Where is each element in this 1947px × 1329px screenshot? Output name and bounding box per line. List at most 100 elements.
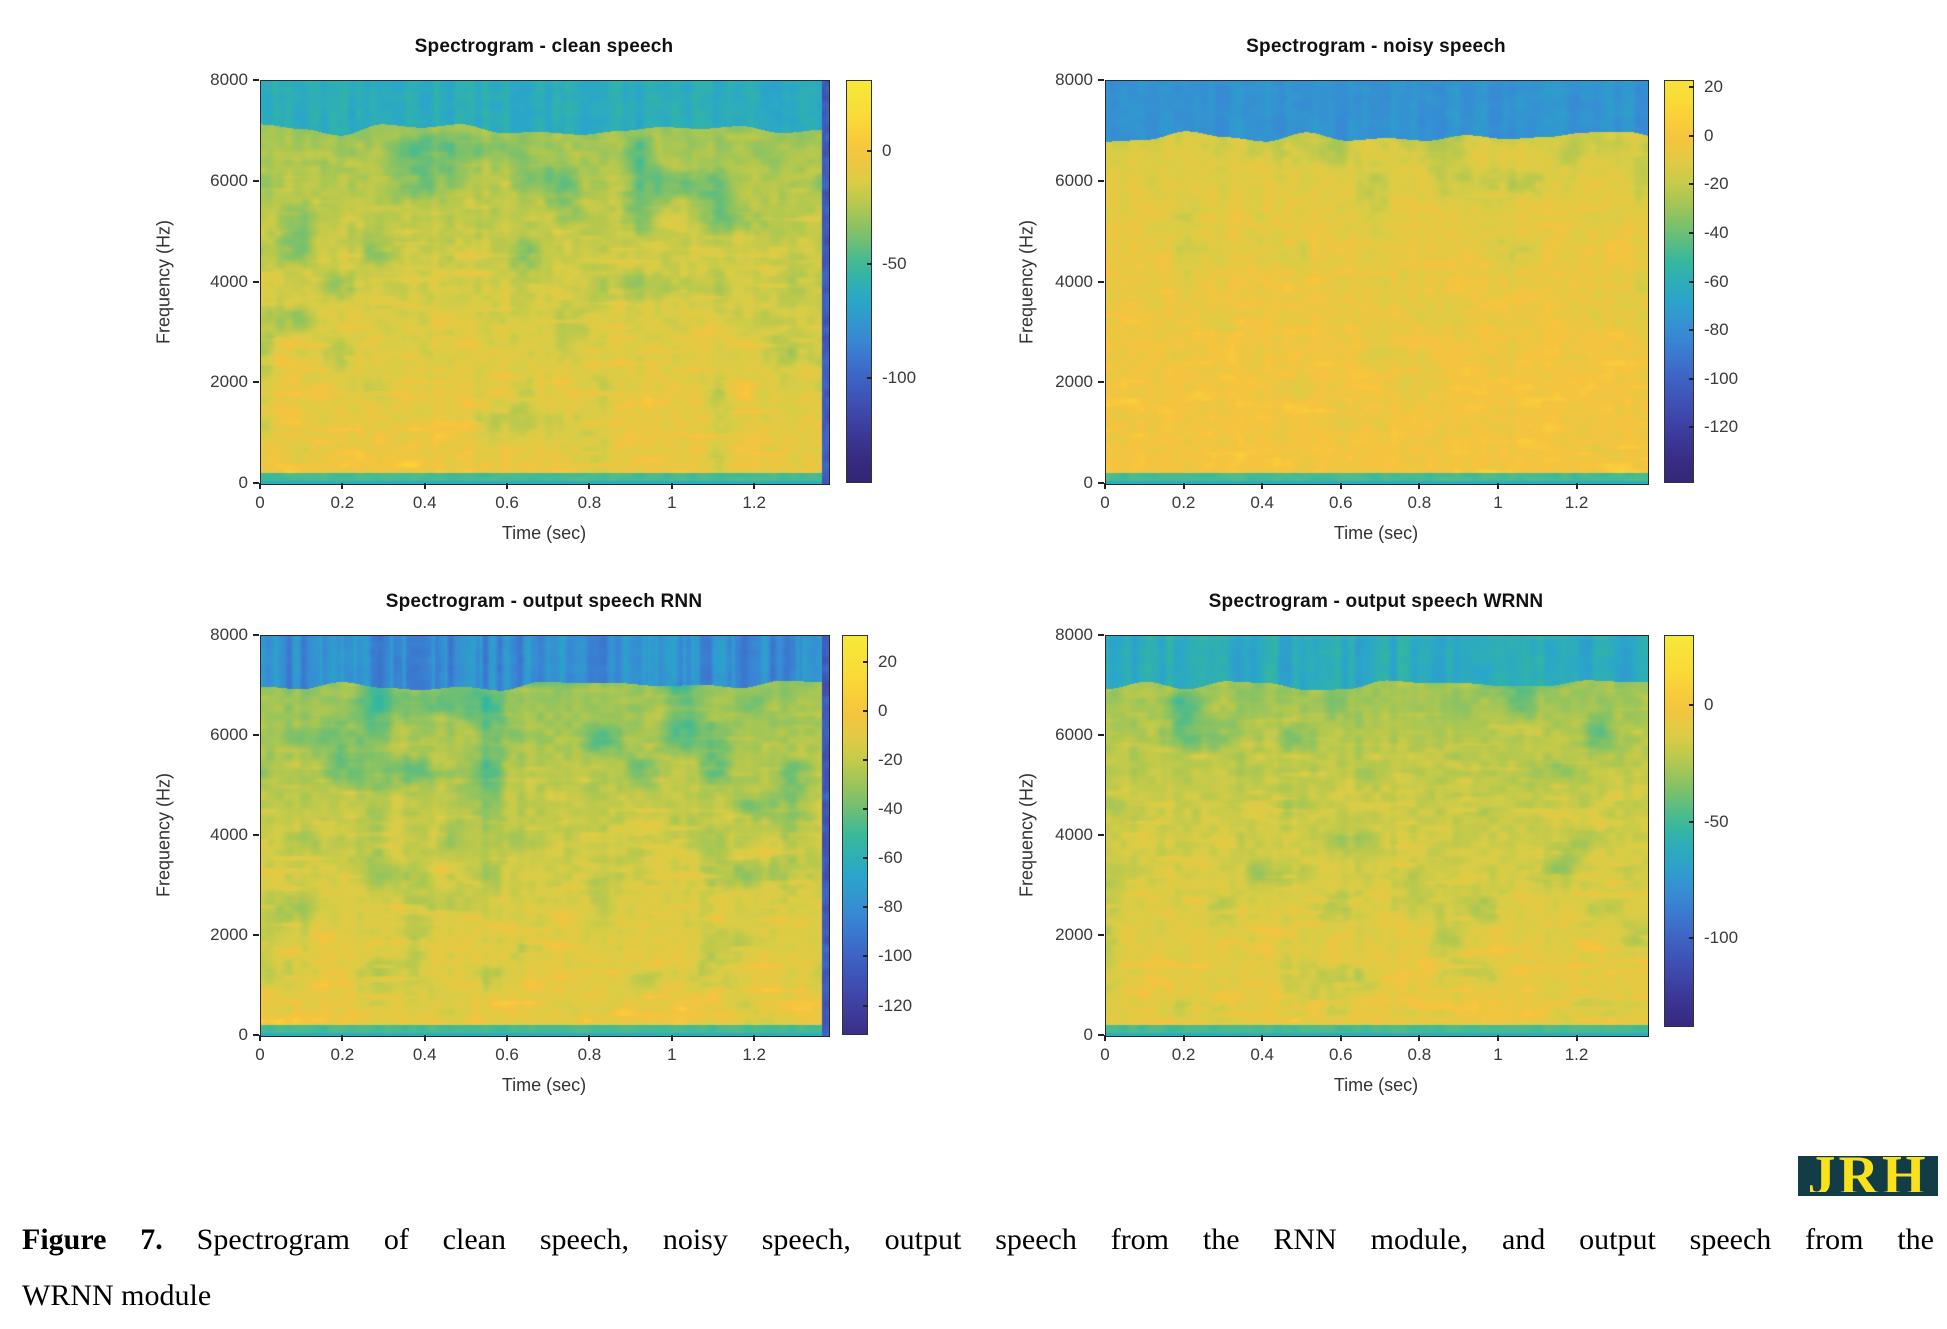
x-tick-mark bbox=[1182, 483, 1185, 489]
y-tick-label: 2000 bbox=[210, 925, 248, 944]
x-tick-mark bbox=[1261, 483, 1264, 489]
x-tick-label: 1.2 bbox=[1564, 1045, 1589, 1064]
x-tick-label: 0.2 bbox=[1171, 1045, 1196, 1064]
y-tick-mark bbox=[253, 79, 259, 81]
y-tick-label: 4000 bbox=[210, 825, 248, 844]
x-tick-mark bbox=[588, 1035, 591, 1041]
y-tick-label: 4000 bbox=[1055, 825, 1093, 844]
colorbar-tick-mark bbox=[863, 857, 868, 860]
x-tick-label: 0.8 bbox=[1407, 493, 1432, 512]
colorbar-clean: 0 -50 -100 bbox=[846, 80, 916, 483]
y-tick-mark bbox=[253, 381, 259, 384]
colorbar-tick-label: 20 bbox=[878, 651, 897, 671]
y-tick-label: 6000 bbox=[1055, 725, 1093, 744]
colorbar-tick-label: 0 bbox=[1704, 125, 1714, 145]
colorbar-tick-label: -120 bbox=[878, 995, 913, 1015]
x-axis-label: Time (sec) bbox=[1333, 1075, 1419, 1095]
x-tick-mark bbox=[1496, 1035, 1499, 1041]
spectrogram-panel-rnn: Spectrogram - output speech RNN Frequenc… bbox=[154, 591, 830, 1095]
y-axis-label: Frequency (Hz) bbox=[153, 772, 174, 898]
colorbar-tick-mark bbox=[867, 263, 872, 266]
x-tick-label: 0.6 bbox=[495, 1045, 519, 1064]
x-tick-label: 0.2 bbox=[330, 493, 355, 512]
x-tick-mark bbox=[259, 1035, 261, 1041]
x-tick-label: 1 bbox=[667, 1045, 677, 1064]
x-tick-label: 0.8 bbox=[577, 1045, 602, 1064]
colorbar-tick-label: -100 bbox=[878, 946, 913, 966]
spectrogram-image-clean bbox=[260, 80, 830, 485]
x-tick-label: 0.2 bbox=[330, 1045, 355, 1064]
y-tick-mark bbox=[1098, 482, 1104, 484]
x-tick-label: 1 bbox=[1493, 1045, 1503, 1064]
y-tick-label: 6000 bbox=[210, 170, 248, 190]
x-tick-mark bbox=[423, 1035, 426, 1041]
x-tick-label: 0.6 bbox=[1328, 1045, 1353, 1064]
x-tick-mark bbox=[1182, 1035, 1185, 1041]
x-tick-mark bbox=[1418, 1035, 1421, 1041]
x-tick-label: 0 bbox=[1100, 1045, 1110, 1064]
colorbar-tick-label: 20 bbox=[1704, 77, 1723, 97]
colorbar-tick-label: -60 bbox=[878, 848, 903, 868]
colorbar-tick-label: -100 bbox=[882, 368, 917, 388]
y-tick-label: 8000 bbox=[210, 70, 248, 89]
y-tick-label: 0 bbox=[1083, 1025, 1093, 1044]
x-tick-mark bbox=[1575, 1035, 1578, 1041]
x-tick-label: 1.2 bbox=[742, 493, 766, 512]
spectrogram-image-wrnn bbox=[1105, 635, 1649, 1037]
x-tick-mark bbox=[1339, 1035, 1342, 1041]
colorbar-gradient bbox=[1664, 635, 1694, 1027]
colorbar-tick-mark bbox=[867, 149, 872, 152]
colorbar-tick-mark bbox=[863, 710, 868, 713]
colorbar-tick-label: 0 bbox=[1704, 695, 1714, 714]
x-tick-label: 0.8 bbox=[1407, 1045, 1432, 1064]
x-tick-label: 0.2 bbox=[1171, 493, 1196, 512]
caption-line-2: WRNN module bbox=[22, 1279, 212, 1312]
spectrogram-panel-wrnn: Spectrogram - output speech WRNN Frequen… bbox=[1017, 591, 1649, 1095]
colorbar-tick-mark bbox=[1689, 937, 1694, 940]
colorbar-tick-mark bbox=[1689, 134, 1694, 137]
y-tick-mark bbox=[253, 1034, 259, 1036]
x-tick-mark bbox=[1104, 1035, 1106, 1041]
colorbar-tick-mark bbox=[863, 1004, 868, 1007]
x-tick-mark bbox=[1575, 483, 1578, 489]
caption-figure-label: Figure 7. bbox=[22, 1223, 163, 1256]
colorbar-tick-label: -20 bbox=[878, 750, 903, 770]
colorbar-gradient bbox=[842, 635, 868, 1035]
colorbar-tick-label: -100 bbox=[1704, 368, 1739, 388]
y-tick-label: 8000 bbox=[210, 625, 248, 644]
y-tick-mark bbox=[253, 734, 259, 736]
y-axis-label: Frequency (Hz) bbox=[153, 219, 174, 344]
colorbar-tick-mark bbox=[863, 808, 868, 811]
colorbar-tick-mark bbox=[863, 906, 868, 909]
x-tick-mark bbox=[670, 1035, 673, 1041]
y-tick-label: 2000 bbox=[210, 372, 248, 392]
x-tick-label: 0.4 bbox=[1250, 493, 1274, 512]
colorbar-tick-label: -20 bbox=[1704, 174, 1729, 194]
y-tick-mark bbox=[253, 179, 259, 182]
y-tick-mark bbox=[253, 482, 259, 484]
colorbar-tick-label: -80 bbox=[1704, 320, 1729, 340]
colorbar-wrnn: 0 -50 -100 bbox=[1664, 635, 1738, 1027]
x-tick-mark bbox=[341, 483, 344, 489]
x-axis-label: Time (sec) bbox=[1333, 523, 1419, 543]
x-tick-mark bbox=[341, 1035, 344, 1041]
y-tick-label: 0 bbox=[238, 1025, 248, 1044]
caption-text: Spectrogram of clean speech, noisy speec… bbox=[162, 1223, 1934, 1256]
y-tick-label: 6000 bbox=[1055, 170, 1093, 190]
colorbar-tick-mark bbox=[1689, 280, 1694, 283]
x-tick-mark bbox=[753, 483, 756, 489]
x-tick-label: 0 bbox=[255, 493, 265, 512]
y-tick-label: 4000 bbox=[1055, 271, 1093, 291]
x-tick-label: 0 bbox=[255, 1045, 265, 1064]
y-tick-label: 6000 bbox=[210, 725, 248, 744]
spectrogram-panel-noisy: Spectrogram - noisy speech Frequency (Hz… bbox=[1017, 36, 1649, 543]
colorbar-tick-mark bbox=[1689, 329, 1694, 332]
colorbar-tick-mark bbox=[863, 759, 868, 762]
colorbar-tick-mark bbox=[1689, 231, 1694, 234]
panel-title-wrnn: Spectrogram - output speech WRNN bbox=[1208, 591, 1544, 612]
y-tick-mark bbox=[1098, 1034, 1104, 1036]
colorbar-tick-label: 0 bbox=[878, 701, 888, 721]
x-tick-mark bbox=[1261, 1035, 1264, 1041]
y-tick-mark bbox=[1098, 934, 1104, 936]
